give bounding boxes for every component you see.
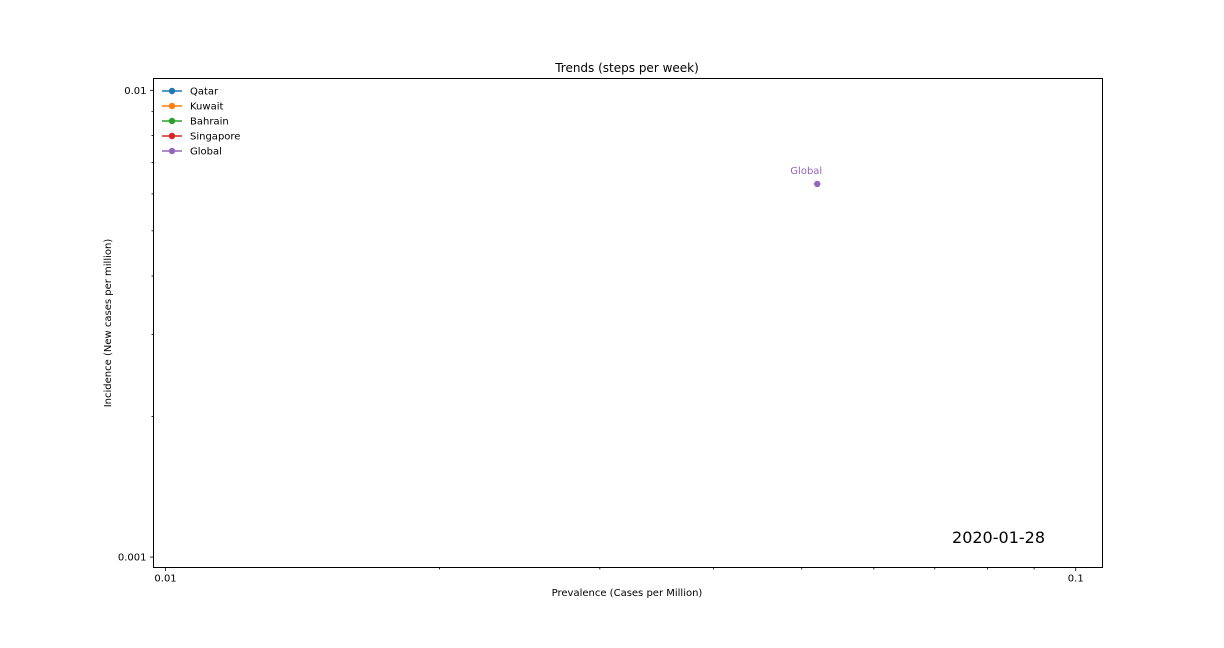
legend-label-bahrain: Bahrain — [190, 117, 229, 128]
date-label: 2020-01-28 — [952, 528, 1045, 547]
legend-marker-kuwait — [168, 102, 176, 110]
legend-marker-qatar — [168, 87, 176, 95]
data-marks: Global — [790, 166, 822, 188]
legend-label-kuwait: Kuwait — [190, 102, 223, 113]
chart-title: Trends (steps per week) — [554, 61, 699, 75]
legend-label-global: Global — [190, 147, 222, 158]
x-tick-label: 0.01 — [154, 574, 176, 585]
x-axis-label: Prevalence (Cases per Million) — [552, 588, 703, 599]
y-tick-label: 0.001 — [118, 553, 147, 564]
legend-marker-global — [168, 147, 176, 155]
legend-label-singapore: Singapore — [190, 132, 240, 143]
major-ticks: 0.01 0.1 0.001 0.01 — [118, 86, 1084, 585]
legend-label-qatar: Qatar — [190, 87, 219, 98]
plot-frame — [153, 78, 1103, 568]
y-axis-label: Incidence (New cases per million) — [103, 239, 114, 408]
legend-marker-singapore — [168, 132, 176, 140]
data-point-global — [814, 180, 821, 188]
y-tick-label: 0.01 — [124, 86, 146, 97]
annotation-label: Global — [790, 166, 822, 177]
legend: Qatar Kuwait Bahrain Singapore Global — [162, 87, 240, 158]
x-tick-label: 0.1 — [1068, 574, 1084, 585]
legend-marker-bahrain — [168, 117, 176, 125]
